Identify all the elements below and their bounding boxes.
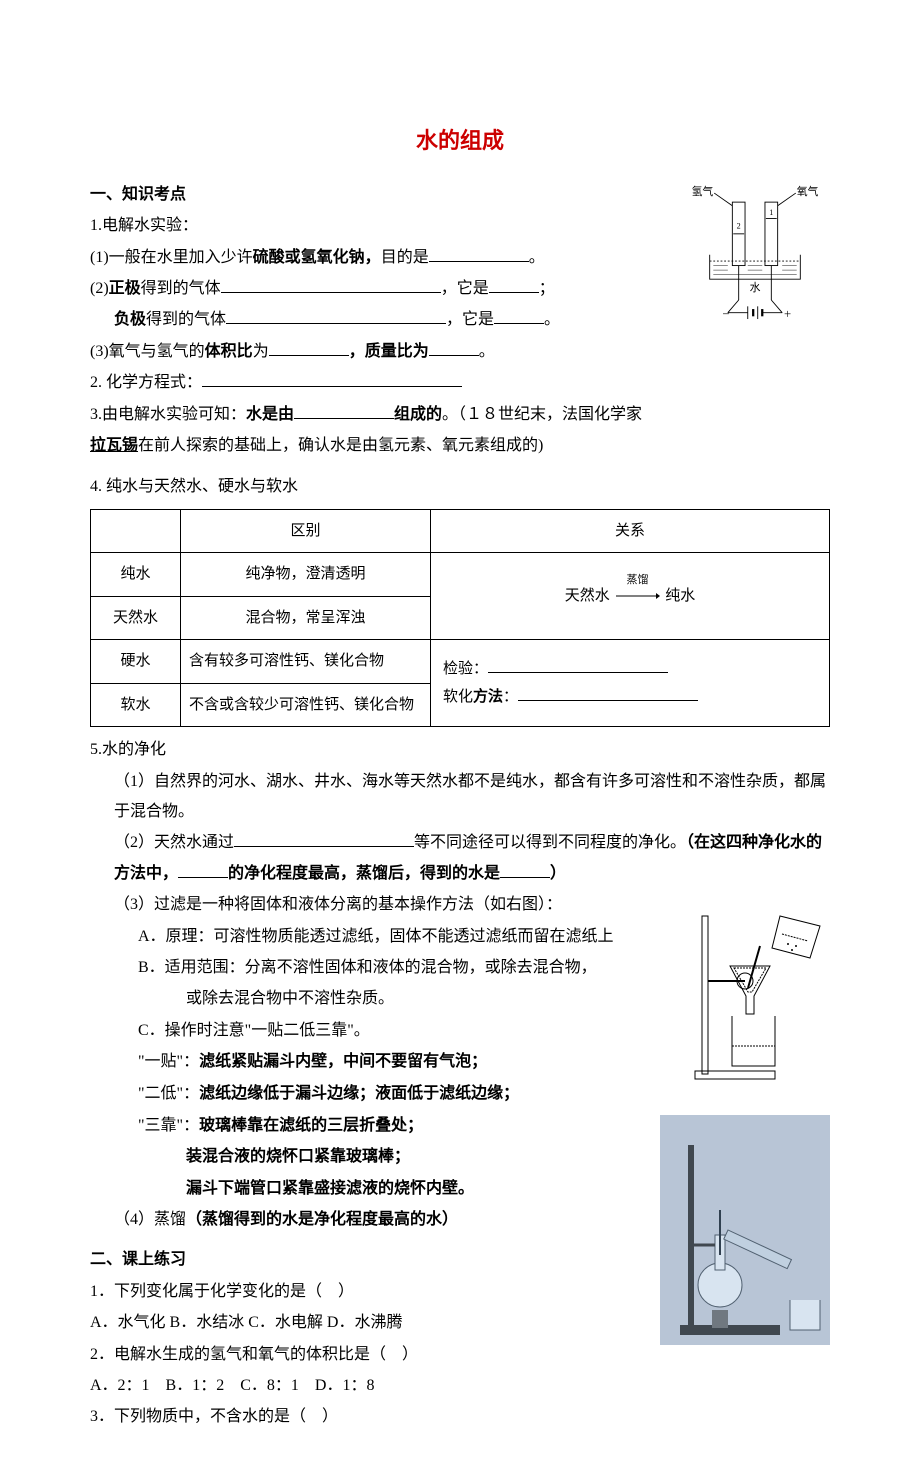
blank (221, 277, 441, 293)
cell: 混合物，常呈浑浊 (181, 596, 431, 640)
blank (178, 862, 228, 878)
t: 负极 (114, 311, 146, 328)
t: 滤纸边缘低于漏斗边缘；液面低于滤纸边缘； (199, 1085, 519, 1102)
t: （2）天然水通过 (114, 834, 234, 851)
th-rel: 关系 (431, 509, 830, 553)
t: (1)一般在水里加入少许 (90, 249, 253, 266)
t: 等不同途径可以得到不同程度的净化。 (414, 834, 686, 851)
svg-text:−: − (722, 307, 729, 321)
cell: 硬水 (91, 640, 181, 684)
cell: 含有较多可溶性钙、镁化合物 (181, 640, 431, 684)
t: 体积比 (205, 343, 253, 360)
t: ，质量比为 (349, 343, 429, 360)
t: 滤纸紧贴漏斗内壁，中间不要留有气泡； (199, 1053, 487, 1070)
item-3: 3.由电解水实验可知：水是由 组成的。（１８世纪末，法国化学家 (90, 400, 830, 430)
svg-text:水: 水 (750, 281, 761, 294)
electrolysis-diagram: 氢气 氧气 2 1 水 (680, 184, 830, 340)
blank (269, 340, 349, 356)
t: 在前人探索的基础上，确认水是由氢元素、氧元素组成的) (138, 437, 543, 454)
q2-opts: A．2：1 B．1：2 C．8：1 D．1：8 (90, 1371, 830, 1401)
t: ，它是 (446, 311, 494, 328)
svg-text:+: + (784, 307, 791, 321)
t: （蒸馏得到的水是净化程度最高的水） (186, 1211, 458, 1228)
t: "三靠"： (138, 1117, 199, 1134)
t: ，它是 (441, 280, 489, 297)
blank (234, 831, 414, 847)
item-5: 5.水的净化 (90, 735, 830, 765)
t: 天然水 (565, 588, 610, 604)
water-table: 区别 关系 纯水 纯净物，澄清透明 天然水 蒸馏 纯水 天然水 混合物，常呈浑浊… (90, 509, 830, 728)
t: ； (539, 280, 555, 297)
t: 2. 化学方程式： (90, 374, 202, 391)
th-diff: 区别 (181, 509, 431, 553)
t: 得到的气体 (146, 311, 226, 328)
t: 。 (529, 249, 545, 266)
blank (429, 340, 479, 356)
t: 检验： (443, 661, 488, 677)
s5-2: （2）天然水通过等不同途径可以得到不同程度的净化。（在这四种净化水的方法中，的净… (90, 828, 830, 889)
blank (494, 308, 544, 324)
relation-cell-1: 天然水 蒸馏 纯水 (431, 553, 830, 640)
item-4: 4. 纯水与天然水、硬水与软水 (90, 472, 830, 502)
cell: 天然水 (91, 596, 181, 640)
t: ） (550, 865, 566, 882)
label-h2: 氢气 (692, 184, 714, 198)
blank (488, 658, 668, 673)
q3: 3．下列物质中，不含水的是（ ） (90, 1402, 830, 1432)
t: （4）蒸馏 (114, 1211, 186, 1228)
t: 。 (479, 343, 495, 360)
label-o2: 氧气 (797, 184, 819, 198)
t: 软化 (443, 689, 473, 705)
t: 蒸馏 (627, 574, 649, 586)
blank (226, 308, 446, 324)
t: 的净化程度最高，蒸馏后，得到的水是 (228, 865, 500, 882)
filter-diagram (690, 896, 830, 1097)
t: 得到的气体 (141, 280, 221, 297)
t: 方法 (473, 689, 503, 705)
t: 纯水 (665, 588, 695, 604)
item-2: 2. 化学方程式： (90, 368, 830, 398)
distillation-photo (660, 1115, 830, 1345)
item-1-3: (3)氧气与氢气的体积比为 ，质量比为 。 (90, 337, 830, 367)
t: 。 (544, 311, 560, 328)
blank (202, 371, 462, 387)
t: "二低"： (138, 1085, 199, 1102)
blank (489, 277, 539, 293)
t: 3.由电解水实验可知： (90, 406, 246, 423)
svg-text:2: 2 (737, 221, 741, 230)
page-title: 水的组成 (90, 120, 830, 162)
t: ： (503, 689, 518, 705)
t: 玻璃棒靠在滤纸的三层折叠处； (199, 1117, 423, 1134)
svg-text:1: 1 (769, 208, 773, 217)
blank (429, 246, 529, 262)
t: 。（１８世纪末，法国化学家 (442, 406, 642, 423)
cell: 软水 (91, 683, 181, 727)
t: "一贴"： (138, 1053, 199, 1070)
blank (518, 686, 698, 701)
cell: 不含或含较少可溶性钙、镁化合物 (181, 683, 431, 727)
t: (3)氧气与氢气的 (90, 343, 205, 360)
blank (294, 403, 394, 419)
t: 目的是 (381, 249, 429, 266)
item-3b: 拉瓦锡在前人探索的基础上，确认水是由氢元素、氧元素组成的) (90, 431, 830, 461)
blank (500, 862, 550, 878)
cell: 纯水 (91, 553, 181, 597)
t: 水是由 (246, 406, 294, 423)
t: 拉瓦锡 (90, 437, 138, 454)
s5-1: （1）自然界的河水、湖水、井水、海水等天然水都不是纯水，都含有许多可溶性和不溶性… (90, 767, 830, 828)
t: 为 (253, 343, 269, 360)
t: 硫酸或氢氧化钠， (253, 249, 381, 266)
relation-cell-2: 检验： 软化方法： (431, 640, 830, 727)
cell: 纯净物，澄清透明 (181, 553, 431, 597)
t: 正极 (109, 280, 141, 297)
t: (2) (90, 280, 109, 297)
t: 组成的 (394, 406, 442, 423)
